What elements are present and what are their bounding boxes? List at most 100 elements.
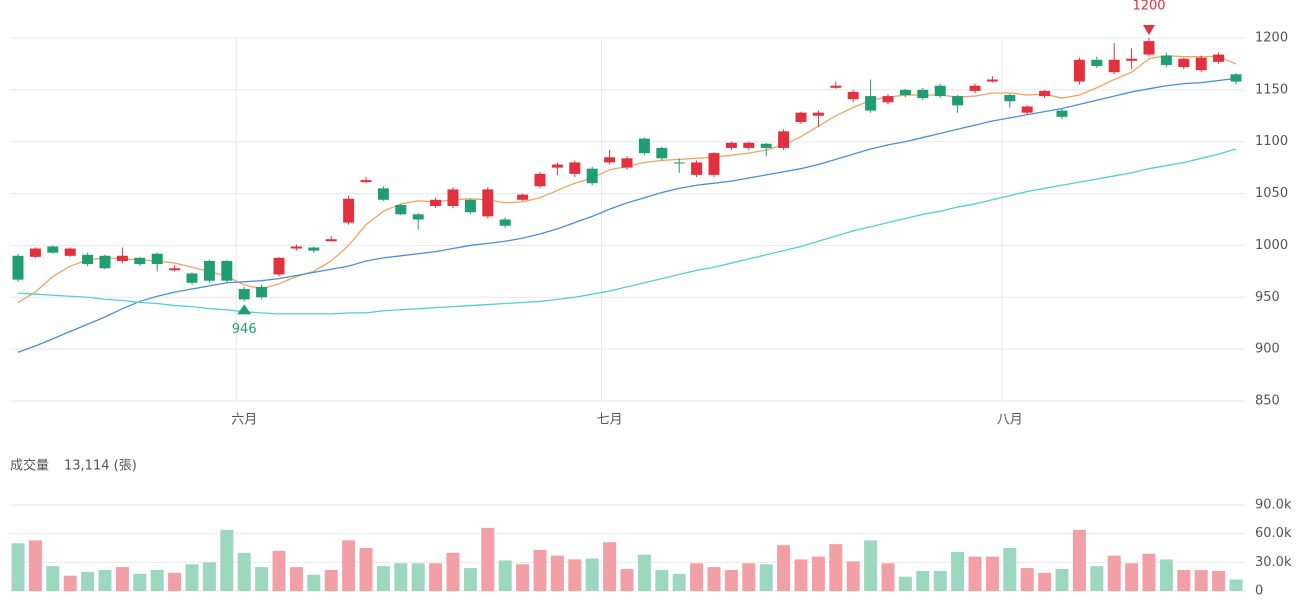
candle-body xyxy=(1160,55,1172,65)
volume-bar xyxy=(411,563,425,591)
max-label: 1200 xyxy=(1132,0,1165,14)
volume-bar xyxy=(498,560,512,591)
volume-bar xyxy=(550,555,564,591)
min-label: 946 xyxy=(232,322,257,337)
volume-bar xyxy=(394,563,408,591)
candle-body xyxy=(969,85,981,91)
min-marker xyxy=(237,304,252,315)
x-tick-label: 八月 xyxy=(997,413,1023,428)
candle-body xyxy=(116,255,128,261)
volume-bar xyxy=(585,558,599,591)
candle-body xyxy=(360,180,372,183)
candle-body xyxy=(1230,74,1242,82)
candle-body xyxy=(812,112,824,116)
volume-bar xyxy=(951,551,965,591)
candle-body xyxy=(691,162,703,175)
volume-bar xyxy=(446,552,460,591)
volume-bar xyxy=(63,575,77,591)
y-tick-label: 1050 xyxy=(1255,186,1288,201)
volume-bar xyxy=(307,574,321,591)
y-tick-label: 1100 xyxy=(1255,134,1288,149)
volume-bar xyxy=(168,572,182,591)
candle-body xyxy=(308,247,320,251)
volume-subtitle: 13,114 (張) xyxy=(64,459,137,474)
volume-bar xyxy=(1038,572,1052,591)
candle-body xyxy=(464,199,476,213)
candle-body xyxy=(1056,110,1068,117)
volume-bar xyxy=(237,552,251,591)
volume-bar xyxy=(133,573,147,591)
volume-bar xyxy=(481,527,495,591)
candle-body xyxy=(830,85,842,88)
volume-bar xyxy=(1072,529,1086,591)
volume-bar xyxy=(968,556,982,591)
candle-body xyxy=(395,204,407,215)
candle-body xyxy=(534,173,546,187)
candle-body xyxy=(621,158,633,168)
candle-body xyxy=(517,194,529,200)
y-tick-label: 60.0k xyxy=(1255,526,1292,541)
volume-bar xyxy=(28,540,42,591)
volume-bar xyxy=(690,563,704,591)
moving-average-line xyxy=(17,77,1237,353)
volume-bar xyxy=(115,567,129,591)
volume-bar xyxy=(98,569,112,591)
volume-bar xyxy=(898,576,912,591)
candle-body xyxy=(673,162,685,164)
volume-bar xyxy=(811,556,825,591)
volume-bar xyxy=(376,566,390,591)
candle-body xyxy=(273,257,285,275)
volume-bar xyxy=(1229,579,1243,591)
volume-bar xyxy=(1212,570,1226,591)
x-tick-label: 七月 xyxy=(597,413,623,428)
volume-bar xyxy=(933,570,947,591)
volume-bar xyxy=(1159,559,1173,591)
candle-body xyxy=(99,255,111,269)
volume-bar xyxy=(881,563,895,591)
volume-bar xyxy=(829,544,843,591)
candle-body xyxy=(1108,59,1120,73)
volume-bar xyxy=(185,564,199,591)
candle-body xyxy=(778,131,790,148)
candle-body xyxy=(899,89,911,96)
moving-average-line xyxy=(17,54,1237,304)
volume-bar xyxy=(1090,566,1104,591)
volume-bar xyxy=(150,569,164,591)
volume-bar xyxy=(1125,563,1139,591)
candle-body xyxy=(586,168,598,184)
candle-body xyxy=(482,189,494,217)
volume-bar xyxy=(1003,548,1017,591)
y-tick-label: 850 xyxy=(1255,394,1280,409)
volume-bar xyxy=(655,569,669,591)
candle-body xyxy=(725,142,737,148)
volume-bar xyxy=(533,549,547,591)
candle-body xyxy=(203,260,215,281)
volume-bar xyxy=(603,542,617,591)
volume-bar xyxy=(724,569,738,591)
y-tick-label: 0 xyxy=(1255,584,1263,599)
volume-bar xyxy=(11,543,25,591)
candle-body xyxy=(1039,90,1051,97)
candle-body xyxy=(12,255,24,280)
candle-body xyxy=(499,219,511,226)
candle-body xyxy=(412,214,424,220)
candle-body xyxy=(169,268,181,271)
candle-body xyxy=(1073,59,1085,82)
candle-body xyxy=(934,85,946,97)
max-marker xyxy=(1143,25,1155,35)
candle-body xyxy=(986,79,998,82)
y-tick-label: 950 xyxy=(1255,290,1280,305)
volume-bar xyxy=(516,564,530,591)
volume-bar xyxy=(342,540,356,591)
y-tick-label: 1200 xyxy=(1255,31,1288,46)
candle-body xyxy=(604,157,616,163)
volume-bar xyxy=(568,559,582,591)
candle-body xyxy=(1126,58,1138,61)
candle-body xyxy=(638,138,650,154)
candle-body xyxy=(325,239,337,242)
volume-bar xyxy=(359,548,373,591)
volume-bar xyxy=(81,571,95,591)
candle-body xyxy=(290,246,302,249)
volume-bar xyxy=(742,563,756,591)
volume-bar xyxy=(272,550,286,591)
